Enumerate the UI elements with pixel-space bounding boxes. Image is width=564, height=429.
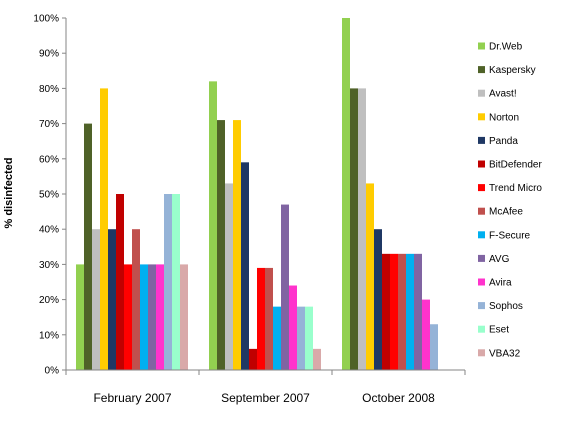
bar xyxy=(390,253,398,370)
legend-swatch xyxy=(478,184,485,192)
bar xyxy=(209,81,217,371)
bar xyxy=(148,264,156,370)
y-tick-label: 60% xyxy=(39,154,59,165)
y-tick-label: 100% xyxy=(33,14,59,25)
legend-swatch xyxy=(478,325,485,333)
bar xyxy=(132,229,140,370)
legend-label: F-Secure xyxy=(489,230,531,241)
y-axis-ticks: 0% 10% 20% 30% 40% 50% 60% 70% 80% 90% 100% xyxy=(33,14,66,377)
y-axis-title: % disinfected xyxy=(3,158,15,229)
bar xyxy=(398,253,406,370)
legend-label: Norton xyxy=(489,112,519,123)
legend-swatch xyxy=(478,349,485,357)
y-tick-label: 40% xyxy=(39,225,59,236)
bar xyxy=(430,324,438,370)
axes xyxy=(65,18,465,371)
y-tick-label: 10% xyxy=(39,330,59,341)
legend-label: AVG xyxy=(489,254,510,265)
legend-swatch xyxy=(478,89,485,97)
bar xyxy=(225,183,233,370)
legend-label: Avast! xyxy=(489,89,517,100)
y-tick-label: 50% xyxy=(39,190,59,201)
bar xyxy=(342,18,350,370)
bar xyxy=(164,194,172,370)
bar xyxy=(382,253,390,370)
legend-label: VBA32 xyxy=(489,348,521,359)
bar xyxy=(281,204,289,370)
bar xyxy=(257,267,265,370)
y-tick-label: 0% xyxy=(45,366,60,377)
y-tick-label: 20% xyxy=(39,295,59,306)
legend-swatch xyxy=(478,136,485,144)
legend-label: Trend Micro xyxy=(489,183,542,194)
bar xyxy=(217,120,225,370)
bar xyxy=(84,123,92,370)
bar xyxy=(180,264,188,370)
legend-label: Panda xyxy=(489,136,518,147)
bar xyxy=(422,299,430,370)
legend-swatch xyxy=(478,207,485,215)
bar xyxy=(289,285,297,370)
legend-swatch xyxy=(478,113,485,121)
legend-swatch xyxy=(478,42,485,50)
x-axis-ticks: February 2007 September 2007 October 2008 xyxy=(65,370,466,405)
legend-label: McAfee xyxy=(489,207,523,218)
legend-label: BitDefender xyxy=(489,160,542,171)
legend-swatch xyxy=(478,160,485,168)
bar xyxy=(406,253,414,370)
legend: Dr.Web Kaspersky Avast! Norton Panda BitDefen… xyxy=(478,42,542,359)
y-tick-label: 70% xyxy=(39,119,59,130)
bar xyxy=(241,162,249,370)
y-tick-label: 30% xyxy=(39,260,59,271)
bars xyxy=(76,18,438,371)
x-category-label: October 2008 xyxy=(362,391,435,405)
bar xyxy=(350,88,358,371)
bar xyxy=(172,194,180,370)
bar xyxy=(92,229,100,370)
y-tick-label: 80% xyxy=(39,84,59,95)
bar xyxy=(140,264,148,370)
x-category-label: February 2007 xyxy=(93,391,171,405)
legend-swatch xyxy=(478,66,485,74)
legend-label: Kaspersky xyxy=(489,65,536,76)
legend-swatch xyxy=(478,231,485,239)
bar xyxy=(366,183,374,370)
bar xyxy=(305,306,313,370)
bar xyxy=(233,120,241,370)
legend-swatch xyxy=(478,254,485,262)
bar xyxy=(108,229,116,370)
bar xyxy=(297,306,305,370)
bar xyxy=(156,264,164,370)
legend-label: Sophos xyxy=(489,301,523,312)
x-category-label: September 2007 xyxy=(221,391,310,405)
bar xyxy=(76,264,84,370)
legend-label: Avira xyxy=(489,278,512,289)
bar xyxy=(249,348,257,370)
bar xyxy=(265,267,273,370)
bar xyxy=(374,229,382,370)
bar xyxy=(100,88,108,371)
legend-swatch xyxy=(478,302,485,310)
bar xyxy=(313,348,321,370)
bar xyxy=(358,88,366,371)
bar xyxy=(414,253,422,370)
legend-label: Eset xyxy=(489,325,509,336)
legend-label: Dr.Web xyxy=(489,42,523,53)
legend-swatch xyxy=(478,278,485,286)
bar xyxy=(116,194,124,370)
bar xyxy=(124,264,132,370)
y-tick-label: 90% xyxy=(39,49,59,60)
bar xyxy=(273,306,281,370)
